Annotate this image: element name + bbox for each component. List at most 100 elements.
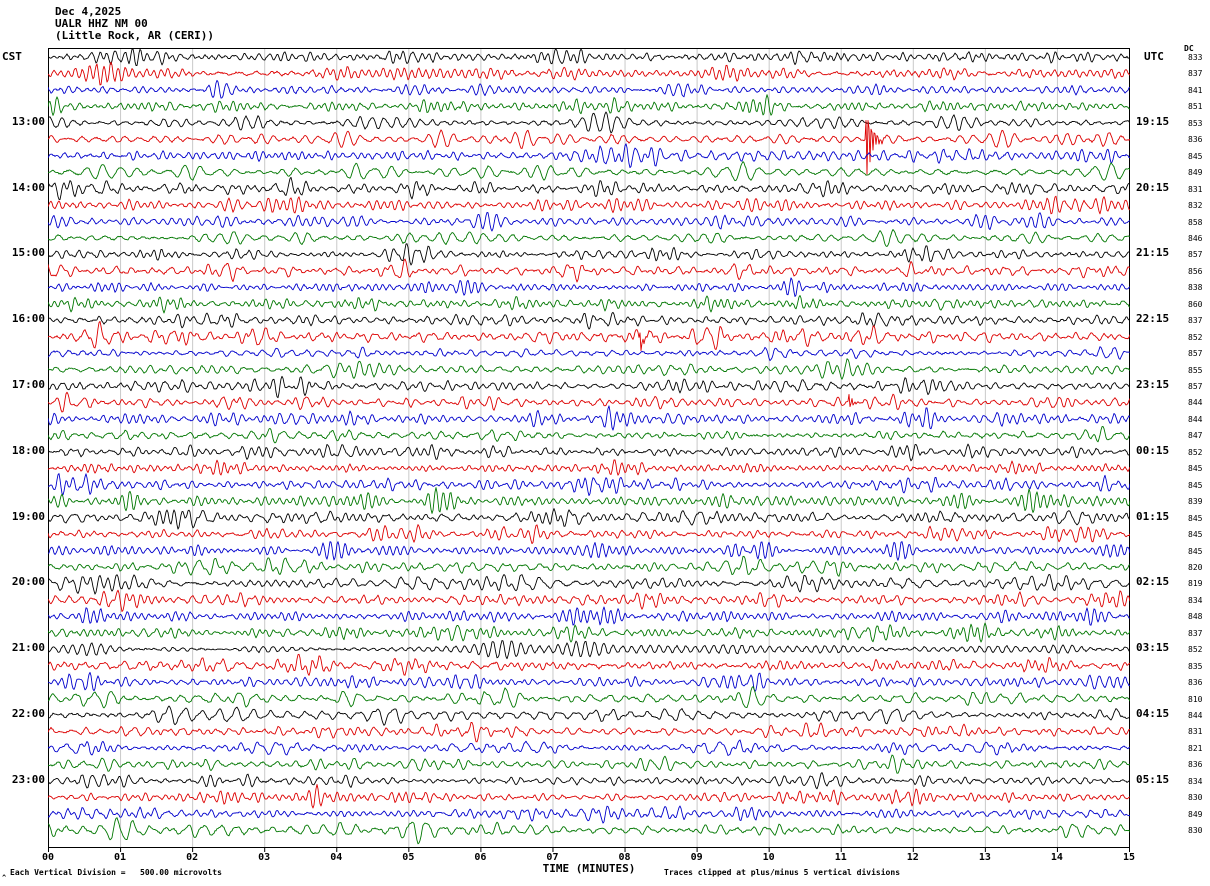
trace-row <box>48 622 1130 643</box>
left-timezone-header: CST <box>2 50 22 63</box>
dc-value: 857 <box>1188 349 1203 359</box>
footer-clip-note: Traces clipped at plus/minus 5 vertical … <box>664 868 901 877</box>
dc-value: 830 <box>1188 793 1203 803</box>
x-tick-label: 09 <box>690 852 703 863</box>
trace-row <box>48 405 1130 431</box>
trace-row <box>48 739 1130 756</box>
hour-label-utc: 04:15 <box>1136 707 1170 720</box>
trace-row <box>48 671 1130 692</box>
dc-value: 832 <box>1188 201 1203 211</box>
hour-label-cst: 20:00 <box>11 575 45 589</box>
dc-value: 839 <box>1188 497 1203 507</box>
x-tick-label: 05 <box>402 852 415 863</box>
hour-label-utc: 22:15 <box>1136 312 1170 326</box>
dc-value: 844 <box>1188 398 1203 408</box>
trace-row <box>48 391 1130 413</box>
dc-value: 858 <box>1188 217 1203 227</box>
footer-scale-note: Each Vertical Division = 500.00 microvol… <box>10 868 222 877</box>
header-location: (Little Rock, AR (CERI)) <box>55 29 214 42</box>
hour-label-utc: 02:15 <box>1136 575 1170 589</box>
trace-row <box>48 640 1130 660</box>
x-tick-label: 10 <box>762 852 775 863</box>
dc-value: 841 <box>1188 85 1203 95</box>
dc-value: 834 <box>1188 776 1203 786</box>
trace-row <box>48 120 1130 175</box>
trace-row <box>48 258 1130 283</box>
dc-value: 837 <box>1188 316 1203 326</box>
trace-row <box>48 722 1130 743</box>
minute-gridlines <box>120 49 1058 847</box>
trace-row <box>48 524 1130 545</box>
x-tick-label: 14 <box>1050 852 1063 863</box>
x-tick-label: 03 <box>258 852 271 863</box>
hour-label-cst: 16:00 <box>11 312 45 326</box>
helicorder-plot <box>48 48 1130 852</box>
trace-row <box>48 176 1130 200</box>
hour-label-cst: 17:00 <box>11 378 45 391</box>
trace-row <box>48 195 1130 215</box>
x-tick-label: 11 <box>834 852 847 863</box>
x-tick-marks <box>48 848 1130 852</box>
dc-value: 836 <box>1188 135 1203 145</box>
trace-row <box>48 143 1130 169</box>
trace-row <box>48 243 1130 266</box>
x-tick-label: 07 <box>546 852 559 863</box>
dc-value: 845 <box>1188 151 1203 161</box>
trace-row <box>48 805 1130 824</box>
trace-row <box>48 606 1130 626</box>
dc-value: 831 <box>1188 727 1203 737</box>
hour-label-utc: 03:15 <box>1136 641 1170 655</box>
dc-value: 835 <box>1188 661 1203 671</box>
dc-column-header: DC <box>1184 44 1194 53</box>
dc-value: 833 <box>1188 53 1203 62</box>
trace-row <box>48 94 1130 116</box>
trace-row <box>48 817 1130 845</box>
dc-value: 848 <box>1188 612 1203 622</box>
dc-value: 856 <box>1188 266 1203 276</box>
dc-value: 845 <box>1188 513 1203 523</box>
dc-value: 857 <box>1188 382 1203 391</box>
hour-label-utc: 23:15 <box>1136 378 1170 391</box>
dc-value: 836 <box>1188 678 1203 688</box>
hour-label-cst: 14:00 <box>11 180 45 194</box>
trace-row <box>48 61 1130 86</box>
dc-value: 844 <box>1188 711 1203 720</box>
trace-row <box>48 705 1130 726</box>
dc-value: 831 <box>1188 184 1203 194</box>
dc-value: 849 <box>1188 168 1203 178</box>
dc-value: 810 <box>1188 694 1203 704</box>
dc-value: 845 <box>1188 480 1203 490</box>
trace-row <box>48 508 1130 530</box>
dc-value: 836 <box>1188 760 1203 770</box>
x-tick-label: 04 <box>330 852 343 863</box>
right-timezone-header: UTC <box>1144 50 1164 63</box>
dc-value: 837 <box>1188 69 1203 79</box>
dc-value: 830 <box>1188 826 1203 836</box>
hour-label-cst: 13:00 <box>11 114 45 128</box>
dc-value: 852 <box>1188 645 1203 655</box>
x-tick-label: 01 <box>114 852 127 863</box>
dc-value: 845 <box>1188 546 1203 556</box>
hour-label-cst: 15:00 <box>11 246 45 260</box>
hour-label-utc: 05:15 <box>1136 772 1170 786</box>
trace-row <box>48 375 1130 399</box>
trace-row <box>48 358 1130 380</box>
hour-label-utc: 20:15 <box>1136 180 1170 194</box>
trace-row <box>48 79 1130 99</box>
dc-value: 845 <box>1188 530 1203 540</box>
hour-label-cst: 22:00 <box>11 707 45 720</box>
trace-row <box>48 229 1130 247</box>
trace-row <box>48 555 1130 577</box>
x-tick-label: 08 <box>618 852 631 863</box>
header-station: UALR HHZ NM 00 <box>55 17 148 30</box>
dc-value: 847 <box>1188 431 1203 441</box>
x-tick-label: 02 <box>186 852 199 863</box>
trace-row <box>48 320 1130 352</box>
dc-value: 819 <box>1188 579 1203 589</box>
trace-row <box>48 589 1130 612</box>
dc-value: 855 <box>1188 365 1203 375</box>
dc-value: 821 <box>1188 743 1203 753</box>
trace-row <box>48 48 1130 67</box>
dc-value: 845 <box>1188 464 1203 474</box>
